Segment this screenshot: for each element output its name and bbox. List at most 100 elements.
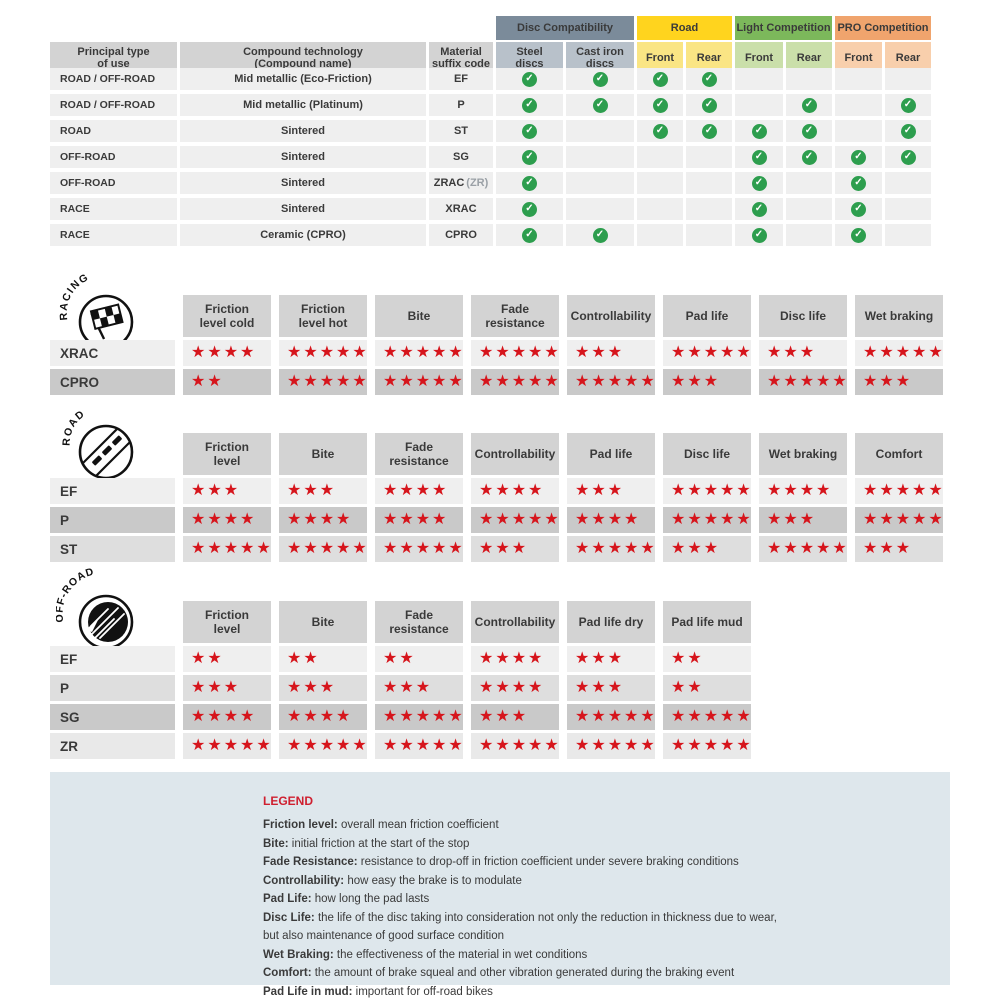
star-rating-cell: ★★★ — [375, 675, 463, 701]
compatibility-cell: ✓ — [496, 146, 563, 168]
rating-column-header: Friction level cold — [183, 295, 271, 337]
compatibility-cell: ✓ — [786, 94, 832, 116]
compound-cell: Sintered — [180, 172, 426, 194]
legend-entry: Disc Life: the life of the disc taking i… — [263, 911, 777, 924]
use-cell: ROAD / OFF-ROAD — [50, 94, 177, 116]
compound-cell: Mid metallic (Platinum) — [180, 94, 426, 116]
star-rating-cell: ★★ — [663, 646, 751, 672]
compatibility-cell: ✓ — [735, 172, 783, 194]
check-icon: ✓ — [751, 175, 767, 191]
compound-row-label: EF — [50, 646, 175, 672]
rating-column-header: Disc life — [663, 433, 751, 475]
star-rating-cell: ★★★★★ — [663, 507, 751, 533]
racing-flag-icon: RACING — [58, 271, 134, 350]
use-cell: OFF-ROAD — [50, 146, 177, 168]
star-rating-cell: ★★★ — [279, 675, 367, 701]
star-rating-cell: ★★★★★ — [279, 369, 367, 395]
legend-panel: LEGEND Friction level: overall mean fric… — [50, 772, 950, 998]
check-icon: ✓ — [900, 149, 916, 165]
group-header-pro: PRO Competition — [835, 16, 931, 40]
star-rating-cell: ★★★★ — [183, 704, 271, 730]
star-rating-cell: ★★★ — [663, 369, 751, 395]
star-rating-cell: ★★★★★ — [663, 340, 751, 366]
header-spacer — [50, 295, 175, 337]
legend-term: Controllability: — [263, 874, 345, 887]
legend-entries: Friction level: overall mean friction co… — [263, 816, 950, 1000]
star-rating-cell: ★★★★★ — [663, 733, 751, 759]
star-rating-cell: ★★★★★ — [567, 369, 655, 395]
compatibility-cell — [637, 172, 683, 194]
check-icon: ✓ — [701, 71, 717, 87]
compatibility-cell: ✓ — [686, 68, 732, 90]
star-rating-cell: ★★★ — [279, 478, 367, 504]
rating-column-header: Pad life mud — [663, 601, 751, 643]
compound-row-label: ST — [50, 536, 175, 562]
star-rating-cell: ★★ — [183, 646, 271, 672]
star-rating-cell: ★★★★★ — [567, 536, 655, 562]
legend-entry: Pad Life: how long the pad lasts — [263, 893, 430, 905]
use-cell: ROAD / OFF-ROAD — [50, 68, 177, 90]
star-rating-cell: ★★★ — [471, 536, 559, 562]
star-rating-cell: ★★★ — [759, 340, 847, 366]
compatibility-cell: ✓ — [835, 172, 882, 194]
racing-rating-table: Friction level cold Friction level hot Bite F… — [50, 295, 943, 395]
legend-term: Fade Resistance: — [263, 856, 358, 868]
star-rating-cell: ★★ — [279, 646, 367, 672]
legend-entry: Wet Braking: the effectiveness of the ma… — [263, 948, 588, 961]
compatibility-cell — [835, 68, 882, 90]
compatibility-cell: ✓ — [566, 224, 634, 246]
star-rating-cell: ★★★★ — [183, 340, 271, 366]
compatibility-cell — [686, 224, 732, 246]
star-rating-cell: ★★★ — [855, 536, 943, 562]
star-rating-cell: ★★★ — [855, 369, 943, 395]
check-icon: ✓ — [652, 123, 668, 139]
check-icon: ✓ — [652, 71, 668, 87]
rating-column-header: Friction level — [183, 601, 271, 643]
legend-term: Comfort: — [263, 967, 312, 979]
legend-entry: Pad Life in mud: important for off-road … — [263, 985, 493, 998]
rating-column-header: Fade resistance — [375, 433, 463, 475]
road-rating-table: Friction level Bite Fade resistance Controlla… — [50, 433, 943, 562]
rating-column-header: Wet braking — [759, 433, 847, 475]
star-rating-cell: ★★★★★ — [855, 507, 943, 533]
star-rating-cell: ★★★★ — [279, 507, 367, 533]
compatibility-cell: ✓ — [637, 68, 683, 90]
compatibility-cell — [786, 198, 832, 220]
material-code-suffix: (ZR) — [466, 177, 489, 189]
star-rating-cell: ★★★ — [471, 704, 559, 730]
compatibility-cell: ✓ — [835, 224, 882, 246]
star-rating-cell: ★★★ — [759, 507, 847, 533]
group-header-light: Light Competition — [735, 16, 832, 40]
check-icon: ✓ — [900, 97, 916, 113]
star-rating-cell: ★★★ — [567, 340, 655, 366]
compatibility-cell — [686, 198, 732, 220]
compound-cell: Mid metallic (Eco-Friction) — [180, 68, 426, 90]
check-icon: ✓ — [900, 123, 916, 139]
star-rating-cell: ★★ — [663, 675, 751, 701]
compatibility-cell — [637, 224, 683, 246]
material-code-cell: P — [429, 94, 493, 116]
group-header-disc: Disc Compatibility — [496, 16, 634, 40]
rating-column-header: Friction level — [183, 433, 271, 475]
compatibility-cell: ✓ — [496, 68, 563, 90]
check-icon: ✓ — [751, 149, 767, 165]
compatibility-cell — [637, 198, 683, 220]
rating-column-header: Pad life — [567, 433, 655, 475]
star-rating-cell: ★★★★★ — [855, 478, 943, 504]
rating-column-header: Controllability — [567, 295, 655, 337]
rating-column-header: Comfort — [855, 433, 943, 475]
compatibility-cell: ✓ — [735, 198, 783, 220]
star-rating-cell: ★★★★★ — [663, 478, 751, 504]
compatibility-cell — [735, 68, 783, 90]
check-icon: ✓ — [801, 123, 817, 139]
compatibility-cell: ✓ — [835, 146, 882, 168]
legend-entry: Controllability: how easy the brake is t… — [263, 874, 522, 887]
star-rating-cell: ★★★★★ — [183, 733, 271, 759]
star-rating-cell: ★★★★ — [471, 675, 559, 701]
compatibility-cell: ✓ — [496, 172, 563, 194]
compatibility-cell — [566, 198, 634, 220]
compatibility-cell — [885, 224, 931, 246]
compound-cell: Ceramic (CPRO) — [180, 224, 426, 246]
compatibility-cell — [885, 172, 931, 194]
